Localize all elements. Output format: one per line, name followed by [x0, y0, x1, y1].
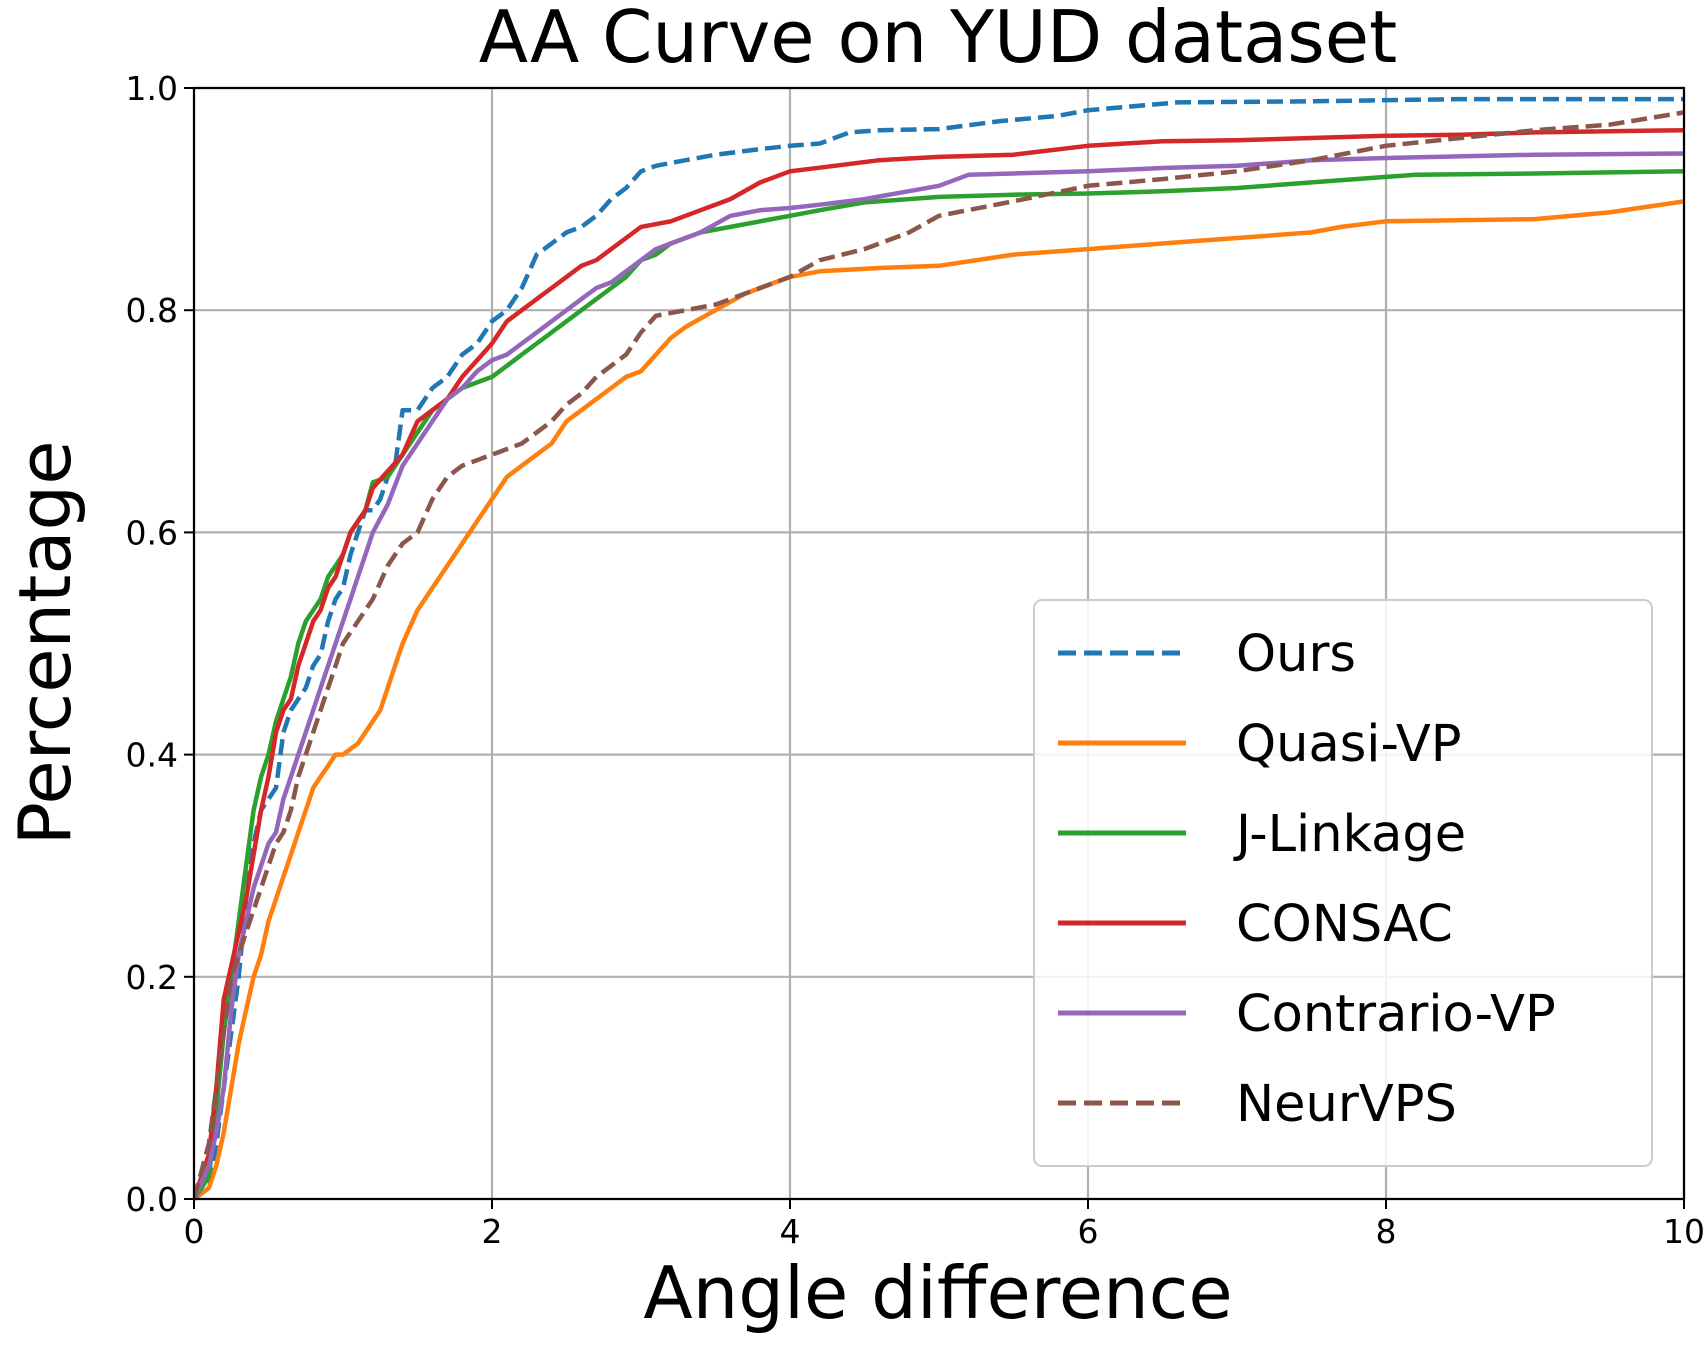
- legend-label: Ours: [1236, 625, 1356, 684]
- series-line-j-linkage: [194, 169, 1684, 1201]
- y-axis-label: Percentage: [3, 440, 87, 845]
- series-line-neurvps: [194, 110, 1684, 1200]
- y-tick-label: 0.6: [126, 513, 178, 552]
- x-axis-label: Angle difference: [643, 1251, 1232, 1335]
- legend: Ours Quasi-VP J-Linkage CONSAC Contrario-VP N…: [1033, 599, 1653, 1167]
- legend-label: Contrario-VP: [1236, 985, 1556, 1044]
- y-tick-label: 0.4: [126, 736, 178, 775]
- series-line-contrario-vp: [194, 151, 1684, 1200]
- legend-label: J-Linkage: [1233, 805, 1466, 864]
- x-tick-label: 0: [184, 1212, 205, 1251]
- legend-frame: [1033, 599, 1653, 1167]
- y-tick-label: 0.2: [126, 958, 178, 997]
- x-tick-label: 8: [1376, 1212, 1397, 1251]
- y-tick-label: 0.0: [126, 1180, 178, 1219]
- x-tick-label: 2: [482, 1212, 503, 1251]
- x-tick-label: 6: [1078, 1212, 1099, 1251]
- axis-ticks: 0 2 4 6 8 10 0.0 0.2 0.4 0.6 0.8 1.0: [126, 69, 1705, 1251]
- grid: [192, 86, 1686, 1201]
- plot-frame: [192, 86, 1686, 1201]
- y-tick-label: 1.0: [126, 69, 178, 108]
- legend-label: NeurVPS: [1236, 1075, 1457, 1134]
- series-line-quasi-vp: [194, 199, 1684, 1201]
- legend-label: CONSAC: [1236, 895, 1453, 954]
- legend-label: Quasi-VP: [1236, 715, 1462, 774]
- plot-lines: [194, 96, 1684, 1201]
- x-tick-label: 4: [780, 1212, 801, 1251]
- series-line-ours: [194, 96, 1684, 1201]
- y-tick-label: 0.8: [126, 291, 178, 330]
- chart-title: AA Curve on YUD dataset: [479, 0, 1398, 79]
- x-tick-label: 10: [1663, 1212, 1705, 1251]
- series-line-consac: [194, 127, 1684, 1200]
